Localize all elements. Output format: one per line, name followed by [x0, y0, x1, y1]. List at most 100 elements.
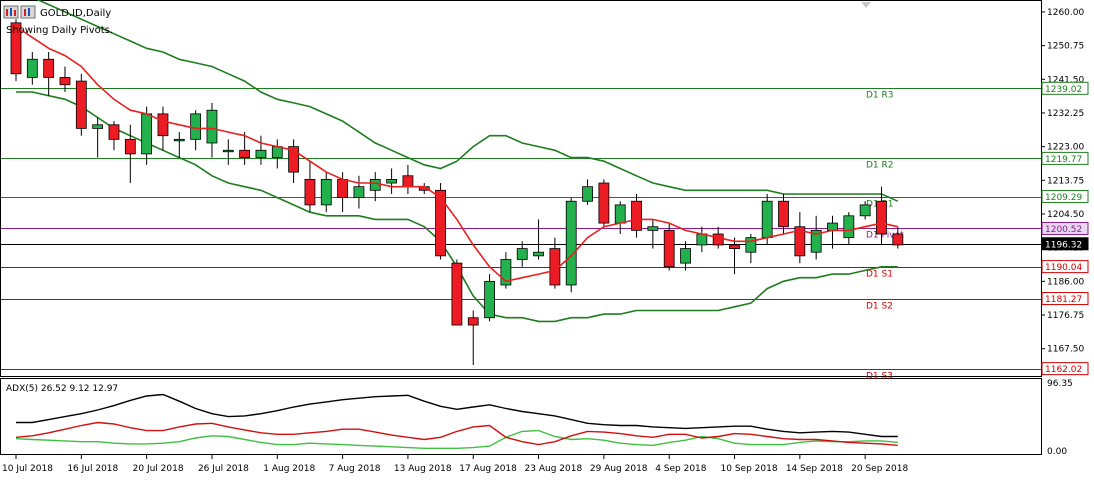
candle-body: [614, 204, 626, 224]
adx-lines: [15, 393, 898, 449]
candle: [549, 237, 561, 289]
candle: [745, 234, 757, 264]
level-tag-box: [1041, 260, 1089, 274]
date-tick-label: 1 Aug 2018: [263, 464, 315, 474]
candles: [10, 19, 904, 366]
level-tag-value: 1162.02: [1045, 365, 1082, 375]
candle-body: [729, 244, 740, 249]
candle-body: [794, 226, 806, 257]
candle: [173, 132, 185, 158]
candle-body: [271, 146, 283, 158]
candle-body: [876, 200, 887, 235]
chart-type-icon[interactable]: [20, 5, 36, 19]
price-tick-label: 1241.50: [1047, 75, 1084, 85]
adx-main-line: [16, 393, 898, 438]
candle-body: [26, 58, 38, 78]
candle-body: [467, 317, 479, 326]
candle-body: [402, 175, 414, 188]
candle-body: [680, 248, 691, 264]
candle-body: [255, 149, 267, 158]
pivot-name: D1 R2: [866, 161, 894, 171]
candle-body: [206, 109, 218, 144]
candle: [484, 274, 495, 322]
adx-label: ADX(5) 26.52 9.12 12.97: [6, 384, 118, 394]
date-tick-label: 16 Jul 2018: [67, 464, 118, 474]
candle-body: [222, 149, 234, 153]
candle: [222, 139, 234, 165]
candle-body: [304, 178, 316, 206]
candle: [598, 179, 610, 227]
candle-body: [859, 204, 871, 217]
price-tick-label: 1167.50: [1047, 345, 1084, 355]
symbol-icon[interactable]: [3, 5, 19, 19]
level-tag-box: [1041, 151, 1089, 165]
date-tick-label: 20 Sep 2018: [851, 464, 908, 474]
candle: [271, 139, 283, 169]
indicator-panel-frame: [0, 378, 1042, 455]
candle: [320, 172, 332, 213]
date-tick-label: 10 Sep 2018: [721, 464, 778, 474]
price-tick-label: 1223.00: [1047, 143, 1084, 153]
date-tick-label: 7 Aug 2018: [329, 464, 381, 474]
candle: [386, 168, 397, 194]
level-tag-box: [1041, 190, 1089, 204]
candle-body: [75, 80, 87, 129]
candle-body: [43, 58, 55, 78]
candle-body: [598, 182, 610, 224]
candle: [565, 197, 577, 293]
date-tick-label: 20 Jul 2018: [133, 464, 184, 474]
level-tag-value: 1209.29: [1045, 193, 1082, 203]
date-tick-label: 13 Aug 2018: [394, 464, 452, 474]
panel-collapse-icon[interactable]: [861, 2, 871, 8]
candle-body: [288, 146, 300, 173]
pivot-name: D1 Pivot: [866, 231, 904, 241]
level-tag-value: 1181.27: [1045, 295, 1082, 305]
adx-plus-di-line: [15, 429, 898, 449]
chart-subtitle: Showing Daily Pivots.: [6, 25, 113, 36]
ma-line: [15, 25, 898, 283]
candle-body: [631, 200, 642, 231]
candle-body: [761, 200, 773, 239]
candle-body: [810, 229, 822, 253]
candle: [157, 106, 169, 151]
candle-body: [647, 226, 659, 231]
candle: [827, 215, 838, 249]
candle: [206, 102, 218, 158]
candle-body: [745, 237, 757, 253]
candle-body: [778, 200, 789, 228]
price-tick-label: 1232.25: [1047, 109, 1084, 119]
candle: [647, 219, 659, 249]
adx-axis-top: 96.35: [1047, 379, 1073, 389]
candle: [794, 212, 806, 264]
candle: [696, 226, 708, 253]
candle: [26, 51, 38, 85]
candle: [614, 201, 626, 235]
candle: [810, 215, 822, 260]
candle: [892, 226, 904, 249]
candle-body: [92, 124, 104, 129]
candle: [124, 124, 136, 184]
candle: [451, 259, 463, 326]
price-tick-label: 1176.75: [1047, 311, 1084, 321]
candle-body: [59, 77, 71, 86]
pivot-name: D1 R3: [866, 91, 894, 101]
level-tag-box: [1041, 362, 1089, 376]
candle: [353, 175, 365, 209]
candle-body: [827, 222, 838, 231]
date-axis: 10 Jul 2018 16 Jul 2018 20 Jul 2018 26 Jul …: [2, 455, 908, 474]
candle: [43, 51, 55, 96]
candle-body: [10, 22, 22, 75]
candle: [467, 310, 479, 366]
candle-body: [108, 124, 120, 140]
level-tag-value: 1200.52: [1045, 225, 1082, 235]
candle: [663, 223, 675, 271]
candle: [402, 164, 414, 194]
level-tags: 1239.02 1219.77 1209.29 1200.52 1190.04 1181.…: [1041, 81, 1089, 376]
candle-body: [337, 178, 349, 199]
candle-body: [843, 215, 855, 239]
candle: [680, 241, 691, 271]
date-tick-label: 10 Jul 2018: [2, 464, 53, 474]
candle: [843, 212, 855, 245]
